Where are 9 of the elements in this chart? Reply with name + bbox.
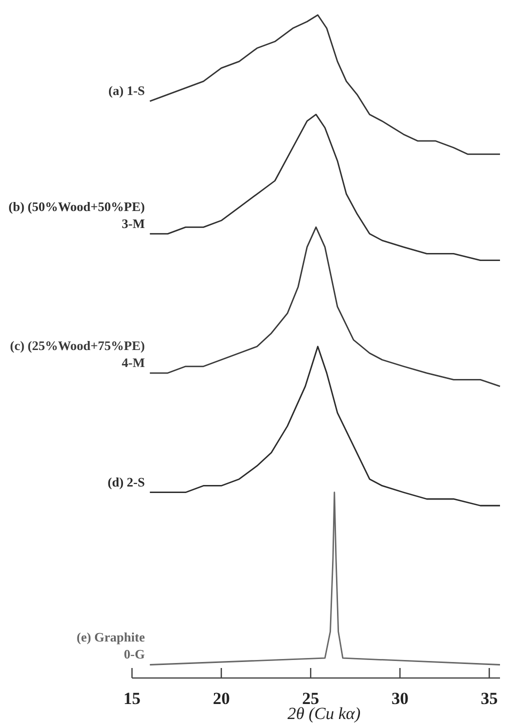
x-tick-label: 20 [212, 689, 230, 708]
series-label: (c) (25%Wood+75%PE) 4-M [10, 338, 145, 370]
series-label: (b) (50%Wood+50%PE) 3-M [8, 198, 145, 231]
x-tick-label: 15 [124, 689, 140, 708]
series-label: (e) Graphite 0-G [76, 630, 146, 662]
series-label: (a) 1-S [108, 83, 145, 98]
series-label: (d) 2-S [108, 474, 145, 490]
x-tick-label: 35 [480, 689, 498, 708]
x-tick-label: 30 [391, 689, 408, 708]
